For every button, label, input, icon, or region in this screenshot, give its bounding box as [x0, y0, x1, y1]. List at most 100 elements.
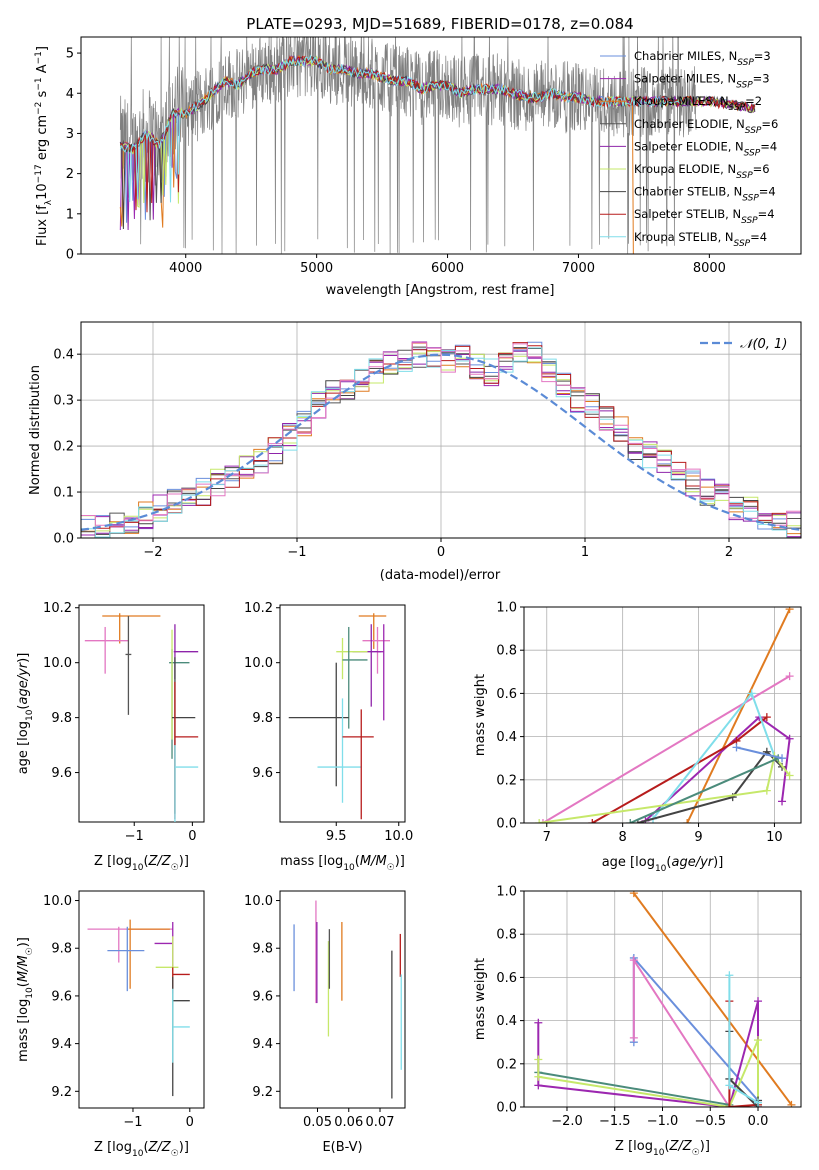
x-tick-label: 5000 — [300, 261, 333, 276]
mass-vs-ebv-panel: 0.05 0.06 0.07 9.2 9.4 9.6 9.8 10.0 E(B-V) — [244, 890, 406, 1155]
weight-marker — [725, 971, 734, 980]
weight-series — [538, 1071, 730, 1106]
legend-label: Salpeter STELIB, NSSP=4 — [634, 207, 775, 226]
y-tick-label: 0.3 — [53, 394, 74, 409]
weight-marker — [762, 713, 771, 722]
axes-frame — [523, 890, 802, 1108]
model-spectrum — [119, 54, 684, 203]
y-tick-label: 0.2 — [496, 773, 517, 788]
x-tick-label: −1 — [287, 545, 306, 560]
residuals-panel: −2 −1 0 1 2 0.0 0.1 0.2 0.3 0.4 (data-model)/error… — [28, 321, 802, 583]
x-tick-label: 2 — [725, 545, 733, 560]
y-tick-label: 0.6 — [496, 971, 517, 986]
observed-spectrum — [119, 37, 697, 254]
legend-label: Chabrier STELIB, NSSP=4 — [634, 185, 776, 204]
mass-vs-Z-panel: −1 0 9.2 9.4 9.6 9.8 10.0 Z [log10(Z/Z☉)] mass [… — [16, 890, 205, 1159]
y-tick-label: 5 — [66, 47, 74, 62]
x-tick-label: 9.5 — [326, 829, 347, 844]
axes-frame — [78, 890, 205, 1109]
axes-frame — [80, 321, 802, 539]
axes-frame — [80, 36, 802, 255]
weight-marker — [785, 607, 794, 614]
y-tick-label: 0.8 — [496, 928, 517, 943]
y-axis-label: mass weight — [473, 674, 488, 756]
errorbars — [87, 919, 190, 1097]
x-tick-label: −1.0 — [647, 1114, 679, 1129]
x-tick-label: 0.07 — [366, 1115, 395, 1130]
weight-series — [632, 892, 793, 1106]
y-tick-label: 9.8 — [51, 942, 72, 957]
x-axis-label: age [log10(age/yr)] — [602, 855, 724, 874]
x-tick-label: −0.5 — [694, 1114, 726, 1129]
weight-series — [537, 1039, 759, 1107]
x-tick-label: 0 — [188, 829, 196, 844]
x-axis-label: (data-model)/error — [380, 568, 501, 583]
weight-marker — [534, 1018, 543, 1027]
y-axis-label: Normed distribution — [28, 365, 43, 495]
weight-series — [652, 691, 776, 820]
weight-marker — [778, 797, 787, 806]
spectrum-lines — [119, 37, 756, 254]
y-tick-label: 1.0 — [496, 885, 517, 900]
x-axis-label: Z [log10(Z/Z☉)] — [615, 1139, 710, 1158]
y-tick-label: 9.6 — [51, 766, 72, 781]
age-vs-mass-panel: 9.5 10.0 9.6 9.8 10.0 10.2 mass [log10(M/M☉)] — [244, 601, 413, 873]
y-tick-label: 0.2 — [53, 440, 74, 455]
weight-marker — [762, 786, 771, 795]
y-axis-label: mass weight — [473, 958, 488, 1040]
y-tick-label: 10.0 — [244, 656, 273, 671]
histograms — [81, 341, 801, 538]
y-tick-label: 10.2 — [244, 601, 273, 616]
x-axis-label: Z [log10(Z/Z☉)] — [94, 854, 189, 873]
x-tick-label: −1 — [125, 829, 144, 844]
y-tick-label: 0.4 — [496, 730, 517, 745]
x-tick-label: 7000 — [562, 261, 595, 276]
x-tick-label: −1.5 — [599, 1114, 631, 1129]
y-tick-label: 0.1 — [53, 486, 74, 501]
weight-marker — [534, 1055, 543, 1064]
y-tick-label: 0.4 — [53, 348, 74, 363]
y-tick-label: 0.2 — [496, 1057, 517, 1072]
x-tick-label: −1 — [123, 1115, 142, 1130]
y-tick-label: 0.0 — [53, 532, 74, 547]
weight-vs-Z-panel: −2.0 −1.5 −1.0 −0.5 0.0 0.0 0.2 0.4 0.6 0.8 1.0 Z [… — [473, 885, 802, 1158]
axes-frame — [78, 604, 205, 823]
x-tick-label: 0.0 — [748, 1114, 769, 1129]
weight-marker — [785, 771, 794, 780]
y-tick-label: 10.0 — [43, 656, 72, 671]
y-tick-label: 4 — [66, 87, 74, 102]
y-axis-label: Flux [fλ10−17 erg cm−2 s−1 A−1] — [34, 46, 54, 246]
weight-marker — [534, 1072, 543, 1081]
legend-label: Kroupa MILES, NSSP=2 — [634, 94, 762, 113]
y-tick-label: 9.8 — [51, 711, 72, 726]
errorbars — [288, 613, 390, 820]
age-vs-Z-panel: −1 0 9.6 9.8 10.0 10.2 Z [log10(Z/Z☉)] age [log… — [16, 601, 205, 873]
y-tick-label: 2 — [66, 167, 74, 182]
y-axis-label: age [log10(age/yr)] — [16, 653, 35, 775]
legend-label: Chabrier ELODIE, NSSP=6 — [634, 117, 778, 136]
weight-series — [542, 675, 791, 823]
weight-marker — [626, 819, 635, 823]
y-tick-label: 10.0 — [244, 894, 273, 909]
x-tick-label: −2 — [143, 545, 162, 560]
legend-label: Chabrier MILES, NSSP=3 — [634, 49, 771, 68]
x-tick-label: 0 — [437, 545, 445, 560]
legend-label: Salpeter MILES, NSSP=3 — [634, 72, 770, 91]
errorbars — [84, 613, 199, 822]
weight-marker — [785, 672, 794, 681]
y-tick-label: 0.8 — [496, 644, 517, 659]
x-tick-label: 0.06 — [334, 1115, 363, 1130]
weight-marker — [725, 1103, 734, 1107]
y-tick-label: 0.6 — [496, 687, 517, 702]
axes-frame — [279, 604, 406, 823]
x-tick-label: 8 — [619, 830, 627, 845]
weight-marker — [629, 956, 638, 965]
weight-marker — [728, 793, 737, 802]
histogram-steps — [81, 342, 801, 538]
y-tick-label: 1.0 — [496, 601, 517, 616]
x-tick-label: 6000 — [431, 261, 464, 276]
x-tick-label: 10.0 — [384, 829, 413, 844]
y-tick-label: 10.2 — [43, 601, 72, 616]
legend-label: Salpeter ELODIE, NSSP=4 — [634, 139, 777, 158]
x-tick-label: 10 — [766, 830, 783, 845]
